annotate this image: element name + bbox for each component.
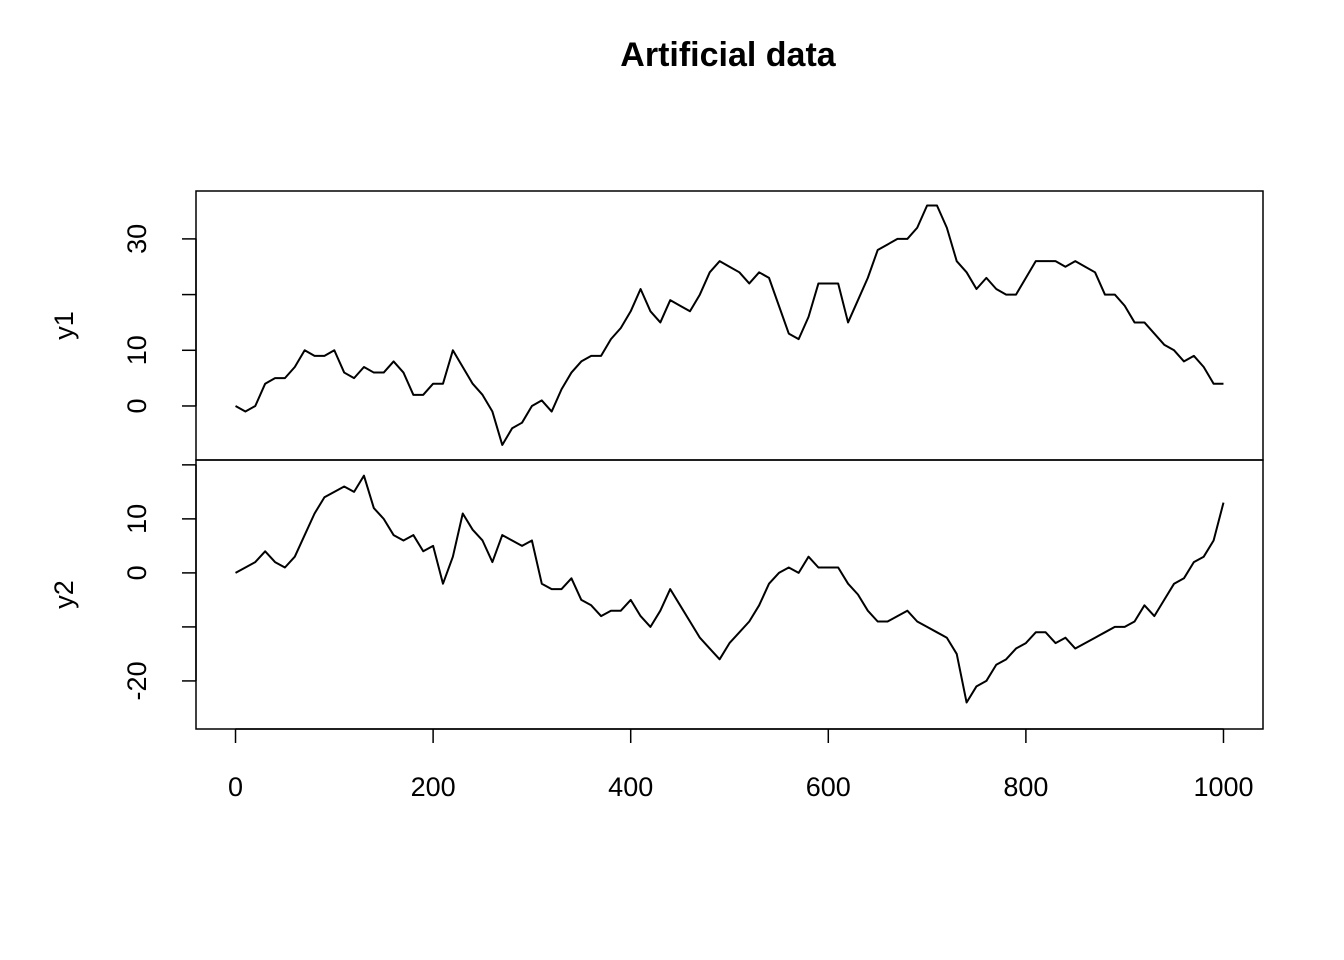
y-axis-label: y2 bbox=[49, 580, 79, 609]
data-line bbox=[235, 204, 1224, 446]
y-tick-label: 0 bbox=[122, 565, 152, 580]
x-tick-label: 0 bbox=[228, 772, 243, 802]
x-tick-label: 1000 bbox=[1193, 772, 1253, 802]
y-axis-label: y1 bbox=[49, 311, 79, 340]
panel-frame bbox=[195, 459, 1264, 730]
y-tick-label: 30 bbox=[122, 224, 152, 254]
y-tick-label: 10 bbox=[122, 504, 152, 534]
panel-frame bbox=[195, 190, 1264, 461]
x-tick-label: 400 bbox=[608, 772, 653, 802]
x-tick-label: 800 bbox=[1003, 772, 1048, 802]
y-tick-label: 0 bbox=[122, 398, 152, 413]
data-line bbox=[235, 474, 1225, 704]
x-tick-label: 600 bbox=[806, 772, 851, 802]
x-tick-label: 200 bbox=[411, 772, 456, 802]
chart-title: Artificial data bbox=[620, 36, 836, 74]
y-tick-label: 10 bbox=[122, 335, 152, 365]
y-tick-label: -20 bbox=[122, 661, 152, 700]
